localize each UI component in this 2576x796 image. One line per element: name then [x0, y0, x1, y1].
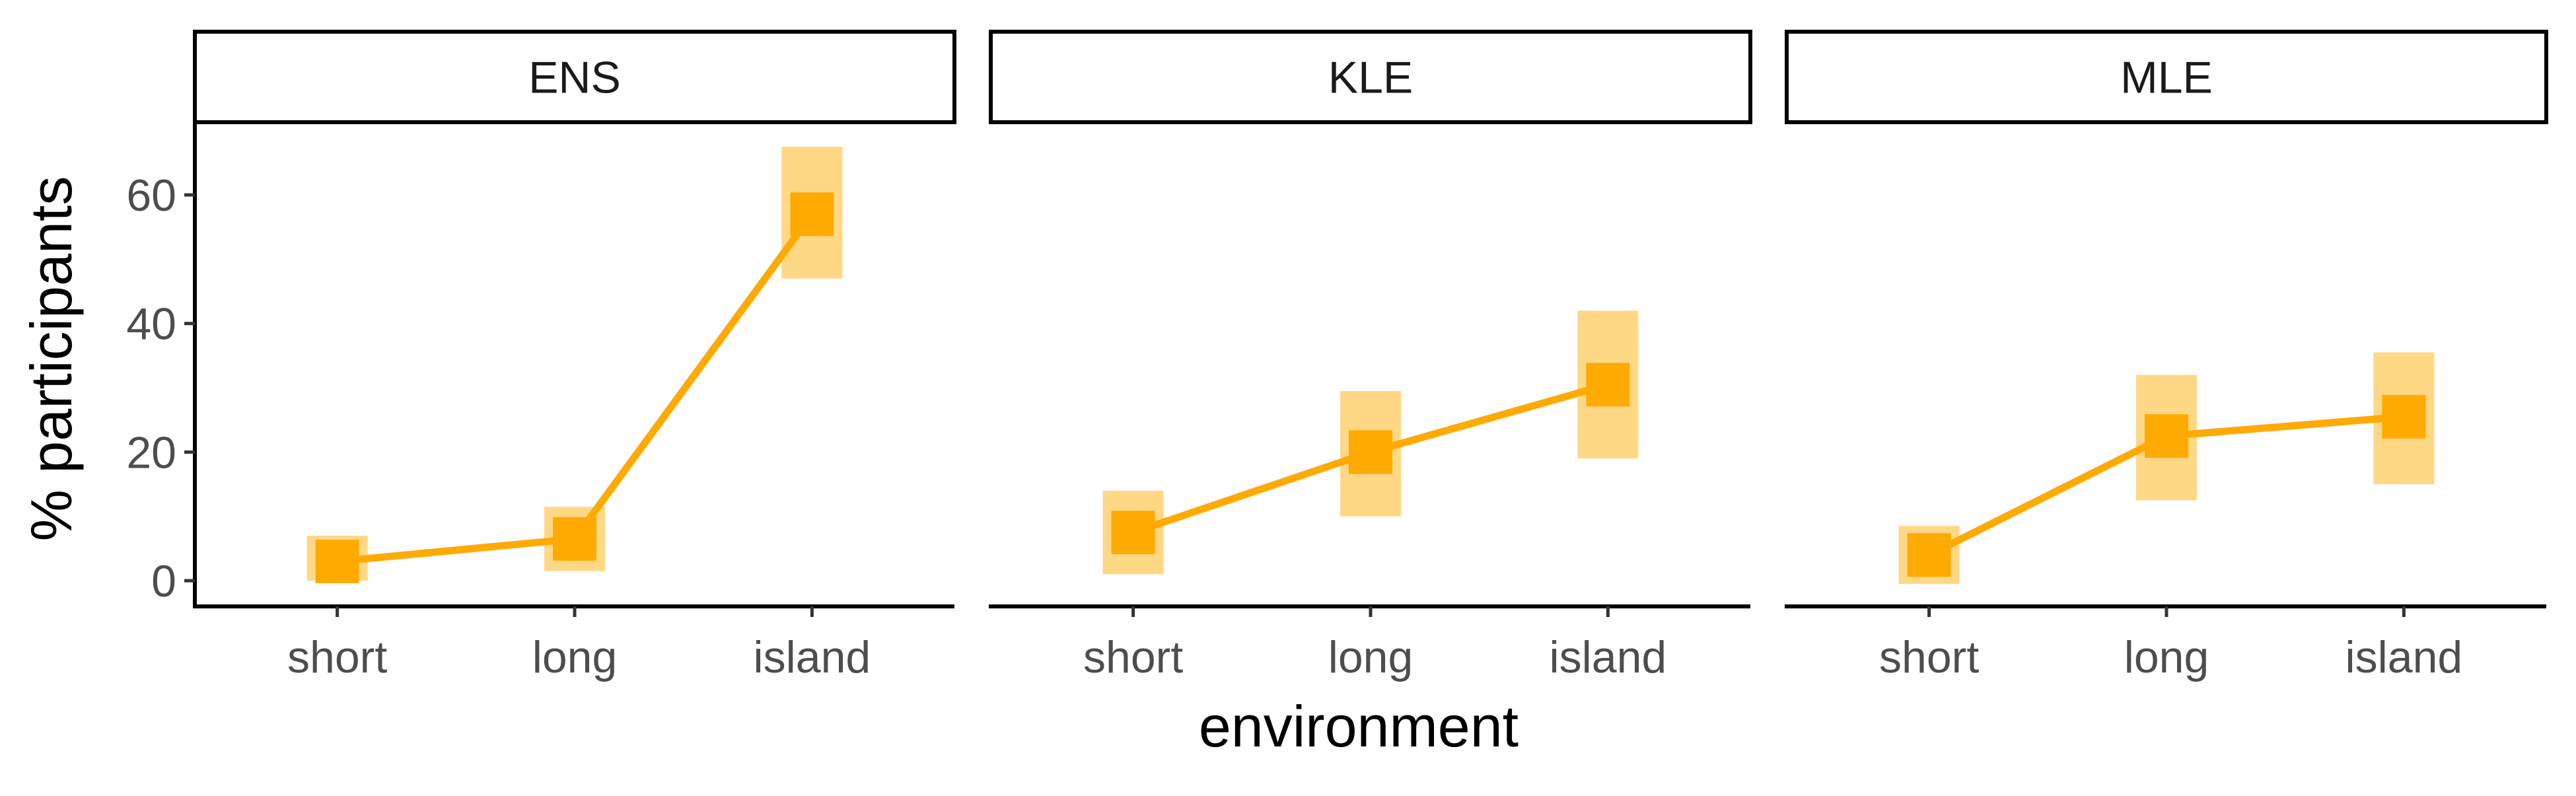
strip-box	[989, 30, 1752, 124]
x-axis-title: environment	[1199, 694, 1519, 759]
panel-mle: MLE short long island	[1785, 30, 2548, 682]
strip-box	[193, 30, 956, 124]
strip-label: KLE	[1328, 53, 1413, 103]
data-point	[1349, 430, 1392, 474]
data-point	[2145, 414, 2188, 458]
panel-kle: KLE short long island	[989, 30, 1752, 682]
data-point	[2382, 394, 2426, 439]
data-point	[315, 539, 359, 583]
panel-ens: ENS short long island	[193, 30, 956, 682]
x-tick-label: island	[2345, 632, 2463, 682]
data-point	[1586, 363, 1630, 407]
x-tick-label: short	[287, 632, 387, 682]
x-tick-label: short	[1083, 632, 1183, 682]
x-tick-label: long	[1328, 632, 1413, 682]
strip-box	[1785, 30, 2548, 124]
y-axis: 0 20 40 60	[126, 124, 197, 608]
x-tick-label: short	[1879, 632, 1979, 682]
y-tick-label: 60	[126, 170, 176, 221]
panels: ENS short long island KLE short long island MLE s…	[193, 30, 2548, 682]
data-point	[790, 192, 834, 236]
y-tick-label: 20	[126, 427, 176, 478]
data-point	[1907, 533, 1951, 577]
data-point	[553, 517, 596, 561]
x-tick-label: island	[1550, 632, 1667, 682]
y-axis-title: % participants	[18, 176, 84, 542]
y-tick-label: 0	[151, 556, 176, 606]
x-tick-label: long	[532, 632, 618, 682]
x-tick-label: long	[2124, 632, 2209, 682]
x-tick-label: island	[754, 632, 871, 682]
data-point	[1111, 511, 1155, 555]
y-tick-label: 40	[126, 299, 176, 349]
strip-label: MLE	[2120, 53, 2213, 103]
strip-label: ENS	[528, 53, 621, 103]
